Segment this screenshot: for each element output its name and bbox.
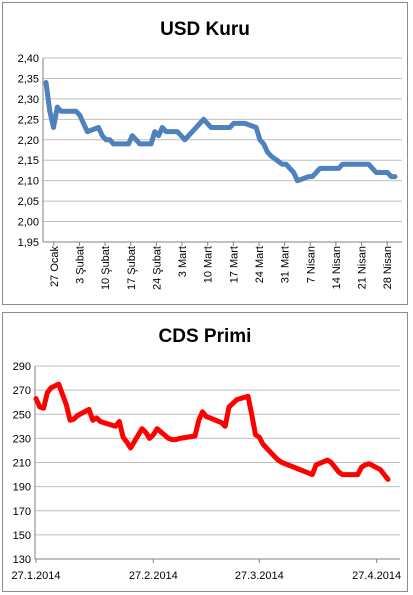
- cds-y-tick-label: 230: [13, 433, 31, 445]
- usd-x-tick-label: 7 Nisan: [305, 246, 317, 283]
- usd-y-tick-label: 2,25: [18, 114, 39, 126]
- usd-x-tick-label: 3 Mart: [177, 246, 189, 277]
- usd-chart-title: USD Kuru: [160, 19, 250, 40]
- cds-x-tick-label: 27.4.2014: [352, 570, 401, 582]
- usd-y-tick-label: 1,95: [18, 237, 39, 249]
- usd-x-tick-label: 28 Nisan: [382, 246, 394, 289]
- usd-x-tick-label: 24 Mart: [254, 246, 266, 283]
- usd-y-tick-label: 2,10: [18, 176, 39, 188]
- usd-chart-panel: USD Kuru: [2, 2, 408, 305]
- cds-y-tick-label: 190: [13, 482, 31, 494]
- cds-x-tick-label: 27.3.2014: [235, 570, 284, 582]
- cds-chart-title: CDS Primi: [158, 326, 252, 347]
- cds-y-tick-label: 250: [13, 409, 31, 421]
- usd-y-tick-label: 2,40: [18, 53, 39, 65]
- usd-y-tick-label: 2,20: [18, 135, 39, 147]
- cds-y-tick-label: 170: [13, 506, 31, 518]
- usd-x-tick-label: 21 Nisan: [357, 246, 369, 289]
- cds-series-line: [33, 381, 391, 482]
- usd-y-tick-label: 2,00: [18, 217, 39, 229]
- cds-y-tick-label: 210: [13, 458, 31, 470]
- usd-y-tick-label: 2,05: [18, 196, 39, 208]
- cds-y-tick-label: 270: [13, 385, 31, 397]
- usd-x-tick-label: 14 Nisan: [331, 246, 343, 289]
- cds-y-tick-label: 150: [13, 530, 31, 542]
- usd-y-tick-label: 2,15: [18, 155, 39, 167]
- usd-x-tick-label: 24 Şubat: [151, 246, 163, 290]
- cds-y-tick-label: 130: [13, 554, 31, 566]
- cds-y-tick-label: 290: [13, 361, 31, 373]
- usd-x-tick-label: 10 Mart: [203, 246, 215, 283]
- cds-x-tick-label: 27.2.2014: [129, 570, 178, 582]
- usd-x-tick-label: 3 Şubat: [74, 246, 86, 284]
- usd-series-line: [43, 80, 398, 184]
- usd-x-tick-label: 10 Şubat: [100, 246, 112, 290]
- usd-x-tick-label: 27 Ocak: [49, 246, 61, 287]
- cds-chart-panel: CDS Primi: [2, 312, 408, 592]
- usd-x-tick-label: 17 Mart: [228, 246, 240, 283]
- usd-y-tick-label: 2,35: [18, 73, 39, 85]
- cds-x-tick-label: 27.1.2014: [12, 570, 61, 582]
- usd-x-tick-label: 31 Mart: [280, 246, 292, 283]
- usd-y-tick-label: 2,30: [18, 94, 39, 106]
- usd-x-tick-label: 17 Şubat: [126, 246, 138, 290]
